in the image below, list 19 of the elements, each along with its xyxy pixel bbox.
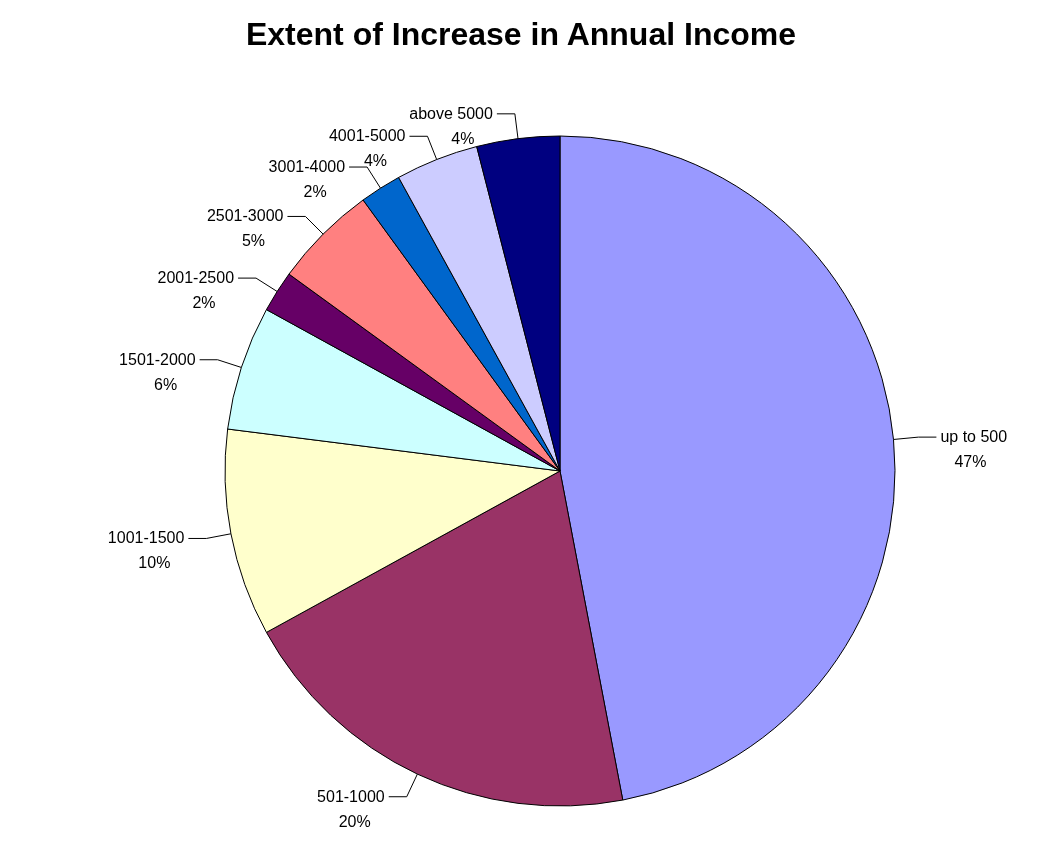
data-label: 10%: [138, 554, 171, 572]
data-label: 47%: [954, 453, 987, 471]
slice-label: 4001-5000: [328, 127, 406, 145]
data-label: 6%: [154, 375, 178, 393]
slice-label: 1501-2000: [119, 350, 196, 368]
data-label: 2%: [192, 294, 216, 312]
slice-label: 1001-1500: [107, 529, 185, 547]
data-label: 2%: [303, 183, 327, 201]
data-label: 20%: [338, 812, 371, 830]
slice-label: 3001-4000: [268, 158, 346, 176]
data-label: 5%: [241, 232, 265, 250]
slice-label: 501-1000: [317, 787, 385, 805]
slice-label: up to 500: [940, 428, 1008, 446]
data-label: 4%: [451, 129, 475, 147]
data-label: 4%: [363, 152, 388, 170]
slice-label: above 5000: [409, 104, 493, 122]
slice-label: 2001-2500: [157, 269, 235, 287]
slice-label: 2501-3000: [206, 207, 284, 225]
chart-title: Extent of Increase in Annual Income: [244, 16, 797, 53]
